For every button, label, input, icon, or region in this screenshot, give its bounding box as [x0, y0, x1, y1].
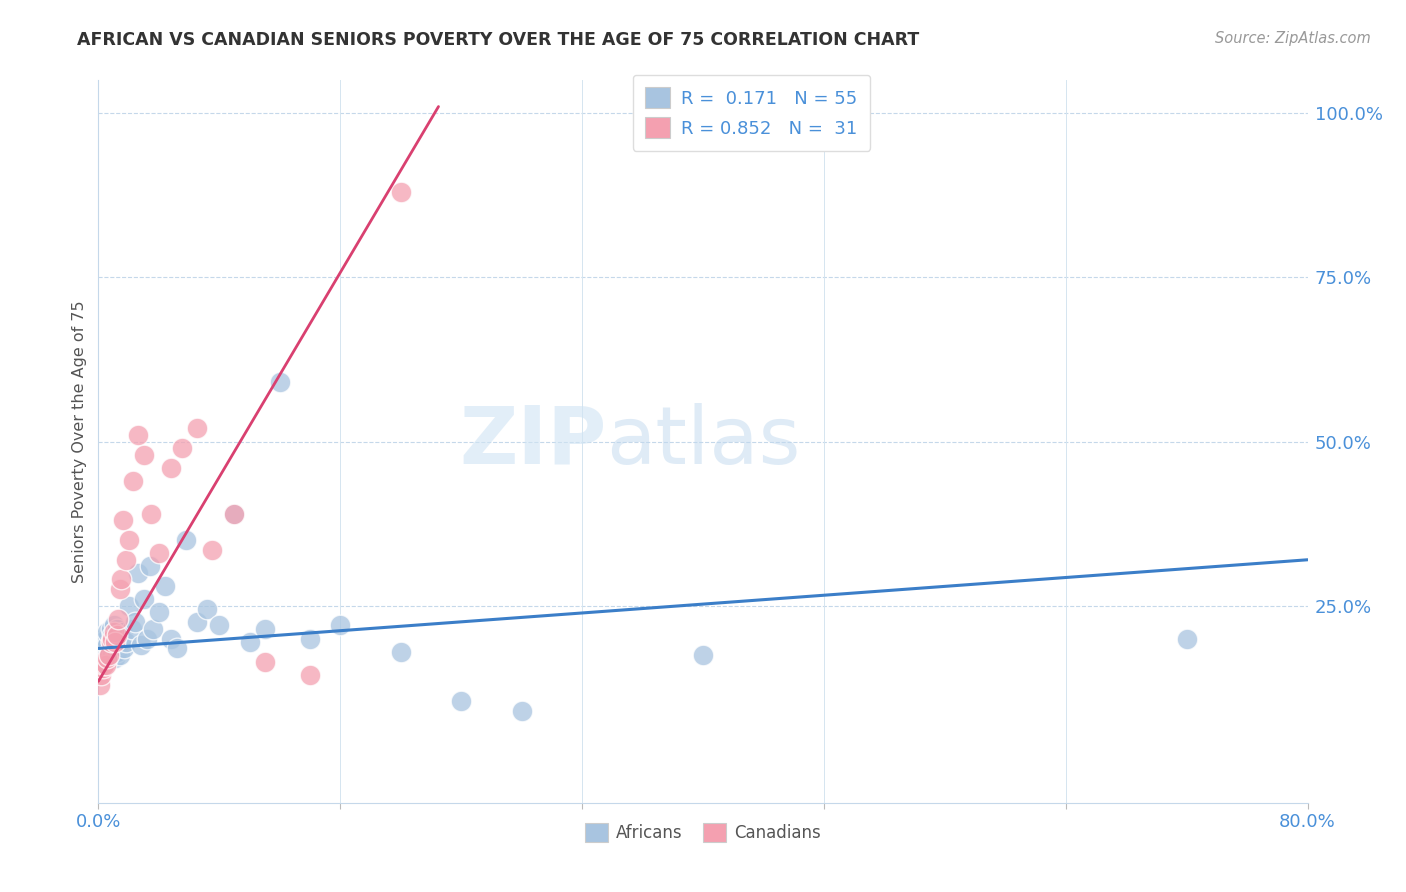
Point	[91, 641, 114, 656]
Point	[201, 542, 224, 557]
Point	[94, 657, 117, 672]
Point	[114, 553, 136, 567]
Point	[96, 651, 118, 665]
Point	[114, 635, 136, 649]
Point	[91, 661, 114, 675]
Point	[93, 657, 115, 672]
Point	[104, 632, 127, 646]
Point	[104, 635, 127, 649]
Point	[269, 376, 291, 390]
Point	[105, 622, 128, 636]
Point	[100, 635, 122, 649]
Point	[299, 632, 322, 646]
Text: AFRICAN VS CANADIAN SENIORS POVERTY OVER THE AGE OF 75 CORRELATION CHART: AFRICAN VS CANADIAN SENIORS POVERTY OVER…	[77, 31, 920, 49]
Point	[142, 622, 165, 636]
Text: ZIP: ZIP	[458, 402, 606, 481]
Point	[186, 421, 208, 435]
Point	[450, 694, 472, 708]
Point	[103, 618, 125, 632]
Point	[108, 582, 131, 597]
Point	[110, 635, 132, 649]
Point	[122, 474, 145, 488]
Point	[135, 632, 157, 646]
Point	[96, 638, 118, 652]
Point	[110, 573, 132, 587]
Point	[692, 648, 714, 662]
Point	[186, 615, 208, 630]
Point	[253, 655, 276, 669]
Point	[132, 448, 155, 462]
Point	[107, 612, 129, 626]
Point	[160, 632, 183, 646]
Point	[96, 625, 118, 640]
Point	[89, 648, 111, 662]
Text: Source: ZipAtlas.com: Source: ZipAtlas.com	[1215, 31, 1371, 46]
Point	[101, 628, 124, 642]
Point	[108, 648, 131, 662]
Point	[100, 622, 122, 636]
Point	[124, 615, 146, 630]
Point	[104, 651, 127, 665]
Point	[93, 651, 115, 665]
Point	[105, 645, 128, 659]
Point	[121, 622, 143, 636]
Point	[112, 641, 135, 656]
Point	[1175, 632, 1198, 646]
Point	[170, 441, 193, 455]
Point	[98, 648, 121, 662]
Point	[224, 507, 246, 521]
Point	[389, 645, 412, 659]
Point	[148, 546, 170, 560]
Point	[141, 507, 163, 521]
Point	[224, 507, 246, 521]
Point	[94, 655, 117, 669]
Point	[100, 635, 122, 649]
Point	[103, 641, 125, 656]
Point	[118, 533, 141, 547]
Point	[153, 579, 176, 593]
Point	[160, 460, 183, 475]
Point	[107, 638, 129, 652]
Point	[103, 625, 125, 640]
Point	[107, 628, 129, 642]
Point	[129, 638, 152, 652]
Point	[90, 645, 112, 659]
Point	[91, 635, 114, 649]
Point	[127, 566, 149, 580]
Point	[101, 632, 124, 646]
Point	[105, 628, 128, 642]
Point	[389, 185, 412, 199]
Point	[111, 513, 134, 527]
Text: atlas: atlas	[606, 402, 800, 481]
Point	[89, 677, 111, 691]
Point	[98, 645, 121, 659]
Point	[208, 618, 231, 632]
Point	[510, 704, 533, 718]
Point	[90, 667, 112, 681]
Point	[94, 632, 117, 646]
Y-axis label: Seniors Poverty Over the Age of 75: Seniors Poverty Over the Age of 75	[72, 301, 87, 582]
Point	[118, 599, 141, 613]
Point	[329, 618, 352, 632]
Point	[101, 648, 124, 662]
Point	[174, 533, 197, 547]
Point	[111, 625, 134, 640]
Point	[239, 635, 262, 649]
Legend: Africans, Canadians: Africans, Canadians	[578, 816, 828, 848]
Point	[139, 559, 162, 574]
Point	[195, 602, 218, 616]
Point	[127, 428, 149, 442]
Point	[132, 592, 155, 607]
Point	[253, 622, 276, 636]
Point	[166, 641, 188, 656]
Point	[148, 605, 170, 619]
Point	[299, 667, 322, 681]
